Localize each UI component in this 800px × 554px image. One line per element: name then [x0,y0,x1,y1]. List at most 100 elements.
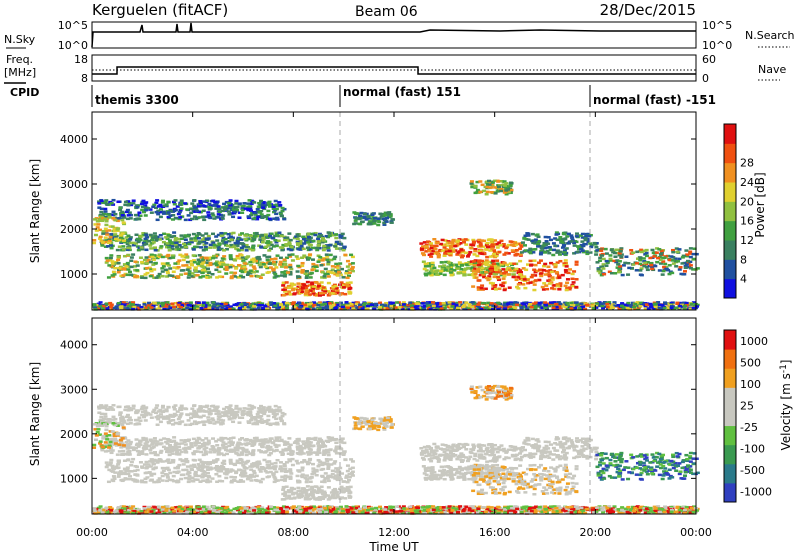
data-cell [125,208,130,212]
data-cell [305,258,310,261]
data-cell [328,292,333,296]
data-cell [496,278,501,282]
data-cell [244,303,249,306]
data-cell [481,245,486,248]
data-cell [553,244,558,248]
data-cell [435,273,440,276]
data-cell [149,253,154,257]
data-cell [460,254,465,258]
data-cell [561,305,566,308]
data-cell [103,200,108,204]
data-cell [99,412,104,416]
data-cell [126,303,131,306]
data-cell [183,423,188,427]
data-cell [207,271,212,275]
data-cell [135,422,140,425]
data-cell [443,303,448,307]
data-cell [123,272,128,276]
data-cell [449,273,454,277]
data-cell [246,215,251,218]
data-cell [273,272,278,276]
data-cell [138,256,143,259]
data-cell [378,212,383,216]
data-cell [153,246,158,249]
data-cell [140,276,145,279]
data-cell [326,246,331,250]
nsky-tick-top: 10^5 [58,19,88,32]
data-cell [114,305,119,309]
data-cell [287,232,292,235]
data-cell [429,267,434,271]
data-cell [499,272,504,275]
data-cell [165,275,170,278]
data-cell [503,302,508,306]
data-cell [489,191,494,194]
data-cell [305,274,310,277]
data-cell [558,304,563,308]
data-cell [151,258,156,261]
data-cell [467,261,472,264]
data-cell [177,240,182,244]
data-cell [325,255,330,258]
data-cell [580,236,585,239]
data-cell [473,248,478,251]
data-cell [173,404,178,407]
data-cell [143,304,148,308]
data-cell [148,233,153,237]
data-cell [558,236,563,239]
data-cell [124,265,129,268]
data-cell [283,244,288,247]
data-cell [222,202,227,206]
data-cell [584,250,589,253]
data-cell [532,288,537,292]
data-cell [248,247,253,251]
data-cell [173,262,178,265]
data-cell [514,267,519,271]
data-cell [103,450,108,453]
data-cell [135,411,140,414]
data-cell [222,304,227,307]
data-cell [98,235,103,239]
data-cell [564,265,569,268]
data-cell [151,445,156,449]
data-cell [175,275,180,278]
data-cell [497,287,502,291]
data-cell [211,301,216,304]
data-cell [197,264,202,267]
data-cell [261,206,266,209]
data-cell [457,261,462,264]
data-cell [488,255,493,258]
data-cell [204,276,209,279]
data-cell [558,284,563,288]
data-cell [137,416,142,419]
data-cell [629,266,634,270]
data-cell [481,273,486,277]
data-cell [688,307,693,311]
data-cell [220,233,225,236]
data-cell [366,304,371,308]
data-cell [612,251,617,255]
data-cell [553,263,558,266]
data-cell [551,248,556,252]
data-cell [666,268,671,272]
data-cell [329,271,334,274]
data-cell [105,259,110,262]
data-cell [496,275,501,279]
data-cell [154,239,159,242]
data-cell [605,302,610,306]
data-cell [267,422,272,425]
data-cell [197,254,202,257]
data-cell [190,272,195,275]
data-cell [580,232,585,236]
data-cell [99,415,104,419]
data-cell [252,305,257,308]
data-cell [493,186,498,189]
data-cell [304,301,309,305]
data-cell [131,446,136,449]
data-cell [118,208,123,212]
data-cell [632,305,637,309]
data-cell [314,294,319,297]
data-cell [494,254,499,258]
data-cell [194,217,199,221]
